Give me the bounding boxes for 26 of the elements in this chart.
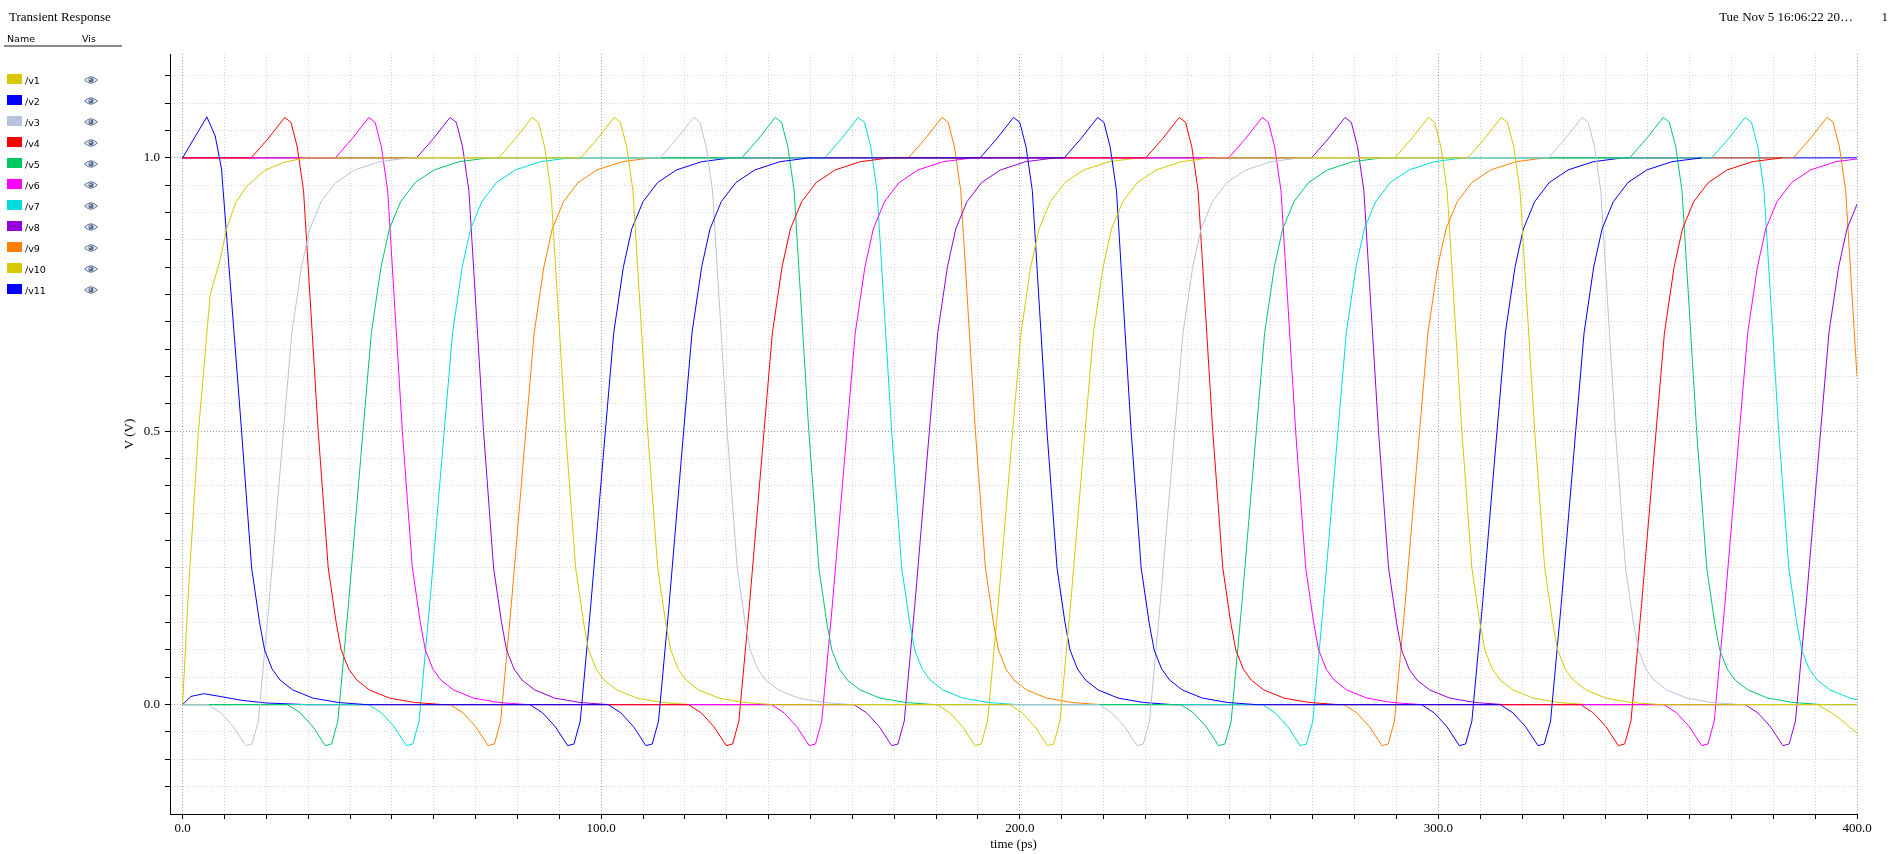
- x-tick-label: 0.0: [174, 820, 191, 836]
- legend-title: Name: [7, 33, 36, 44]
- x-tick-label: 100.0: [586, 820, 616, 836]
- x-tick-label: 400.0: [1842, 820, 1872, 836]
- legend-label: /v4: [25, 138, 40, 149]
- text: Tue Nov 5 16:06:22 20…: [1719, 9, 1853, 25]
- legend-label: /v2: [25, 96, 40, 107]
- legend-label: /v7: [25, 201, 40, 212]
- legend-label: /v1: [25, 75, 40, 86]
- x-axis-title: time (ps): [990, 835, 1037, 851]
- text: Vis: [82, 33, 96, 44]
- legend-label: /v3: [25, 117, 40, 128]
- y-tick-label: 1.0: [143, 149, 160, 165]
- y-tick-label: 0.0: [143, 696, 160, 712]
- text: Transient Response: [9, 9, 111, 25]
- x-tick-label: 200.0: [1005, 820, 1035, 836]
- y-tick-label: 0.5: [143, 422, 160, 438]
- legend-label: /v9: [25, 243, 40, 254]
- legend-label: /v5: [25, 159, 40, 170]
- x-tick-label: 300.0: [1423, 820, 1454, 836]
- legend-label: /v8: [25, 222, 40, 233]
- y-axis-title: V (V): [121, 418, 137, 450]
- legend-label: /v10: [25, 264, 46, 275]
- legend-label: /v6: [25, 180, 40, 191]
- text: 1: [1881, 9, 1888, 25]
- legend-label: /v11: [25, 285, 46, 296]
